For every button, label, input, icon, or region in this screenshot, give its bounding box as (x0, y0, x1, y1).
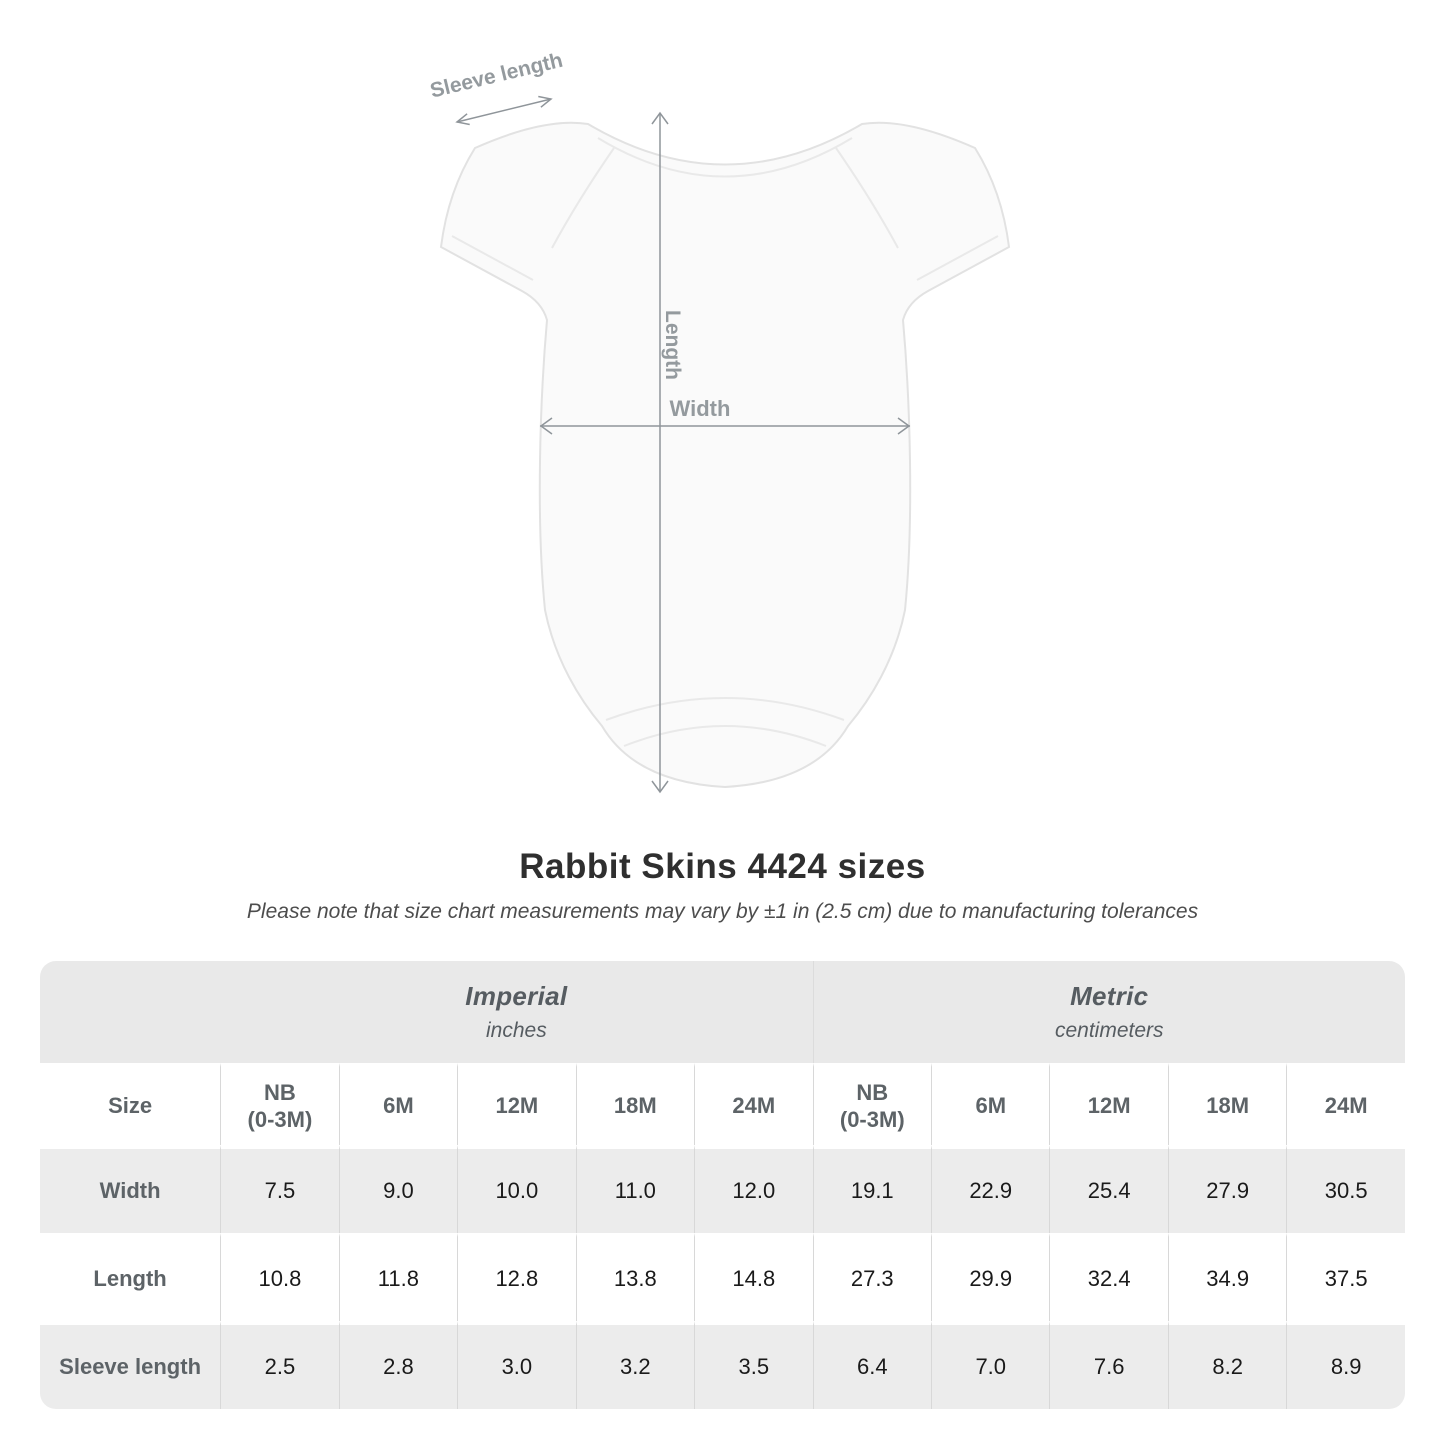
column-header: 24M (694, 1063, 813, 1145)
table-cell: 25.4 (1049, 1145, 1168, 1233)
column-header-line2: (0-3M) (839, 1107, 905, 1132)
column-header-line1: 24M (732, 1093, 776, 1119)
table-cell: 14.8 (694, 1233, 813, 1321)
table-cell: 29.9 (931, 1233, 1050, 1321)
table-cell: 10.0 (457, 1145, 576, 1233)
column-header-line1: NB (856, 1079, 889, 1105)
table-cell: 12.8 (457, 1233, 576, 1321)
table-cell: 8.2 (1167, 1321, 1287, 1409)
column-header: 18M (575, 1063, 695, 1145)
table-cell: 11.8 (338, 1233, 458, 1321)
table-cell: 10.8 (220, 1233, 339, 1321)
width-label: Width (670, 396, 731, 421)
table-row-width: Width 7.5 9.0 10.0 11.0 12.0 19.1 22.9 2… (40, 1145, 1405, 1233)
imperial-sublabel: inches (486, 1019, 547, 1042)
sleeve-length-arrow (455, 95, 553, 126)
table-cell: 7.0 (931, 1321, 1050, 1409)
column-header: 18M (1167, 1063, 1287, 1145)
column-header: 12M (1049, 1063, 1168, 1145)
column-header-line1: 6M (975, 1093, 1007, 1119)
column-header-line1: NB (264, 1079, 296, 1105)
column-header-row: Size NB (0-3M) 6M 12M 18M (40, 1063, 1405, 1145)
table-cell: 2.5 (220, 1321, 339, 1409)
table-cell: 34.9 (1167, 1233, 1287, 1321)
column-header-line1: 12M (1087, 1093, 1131, 1119)
table-cell: 32.4 (1049, 1233, 1168, 1321)
column-header-line2: (0-3M) (247, 1107, 313, 1132)
unit-header-spacer (40, 961, 221, 1063)
row-label-sleeve-length: Sleeve length (40, 1321, 221, 1409)
onesie-outline (439, 121, 1011, 789)
column-header-line1: 18M (1206, 1093, 1250, 1119)
table-cell: 19.1 (812, 1145, 931, 1233)
table-cell: 27.3 (812, 1233, 931, 1321)
size-column-header: Size (40, 1063, 221, 1145)
column-header: NB (0-3M) (220, 1063, 339, 1145)
column-header: 6M (338, 1063, 458, 1145)
column-header: 12M (457, 1063, 576, 1145)
table-cell: 7.6 (1049, 1321, 1168, 1409)
table-row-length: Length 10.8 11.8 12.8 13.8 14.8 27.3 29.… (40, 1233, 1405, 1321)
width-arrow (539, 417, 911, 435)
onesie-seams (451, 137, 999, 747)
length-arrow (651, 111, 669, 794)
metric-unit-header: Metric centimeters (812, 961, 1405, 1063)
size-chart-table: Imperial inches Metric centimeters Size … (40, 961, 1405, 1409)
column-header-line1: 6M (383, 1093, 414, 1119)
column-header-line1: 18M (613, 1093, 657, 1119)
onesie-diagram-svg: Sleeve length Length Width (428, 49, 1011, 794)
table-cell: 3.2 (575, 1321, 695, 1409)
table-cell: 12.0 (694, 1145, 813, 1233)
row-label-width: Width (40, 1145, 221, 1233)
column-header: 6M (931, 1063, 1050, 1145)
page-title: Rabbit Skins 4424 sizes (519, 847, 926, 886)
column-header: NB (0-3M) (812, 1063, 931, 1145)
length-label: Length (661, 310, 684, 380)
row-label-length: Length (40, 1233, 221, 1321)
table-cell: 3.0 (457, 1321, 576, 1409)
garment-diagram: Sleeve length Length Width (428, 49, 1011, 794)
table-cell: 9.0 (338, 1145, 458, 1233)
column-header-line1: 24M (1324, 1093, 1368, 1119)
table-cell: 27.9 (1167, 1145, 1287, 1233)
sleeve-length-label: Sleeve length (428, 49, 565, 103)
tolerance-note: Please note that size chart measurements… (246, 900, 1199, 923)
table-cell: 13.8 (575, 1233, 695, 1321)
table-cell: 30.5 (1286, 1145, 1405, 1233)
column-header-line1: 12M (495, 1093, 539, 1119)
table-cell: 8.9 (1286, 1321, 1405, 1409)
table-cell: 22.9 (931, 1145, 1050, 1233)
table-cell: 37.5 (1286, 1233, 1405, 1321)
imperial-label: Imperial (465, 981, 568, 1011)
table-cell: 6.4 (812, 1321, 931, 1409)
imperial-unit-header: Imperial inches (220, 961, 813, 1063)
metric-sublabel: centimeters (1054, 1019, 1164, 1042)
table-cell: 7.5 (220, 1145, 339, 1233)
table-cell: 3.5 (694, 1321, 813, 1409)
column-header: 24M (1286, 1063, 1405, 1145)
table-row-sleeve-length: Sleeve length 2.5 2.8 3.0 3.2 3.5 6.4 7.… (40, 1321, 1405, 1409)
unit-header-row: Imperial inches Metric centimeters (40, 961, 1405, 1063)
table-cell: 2.8 (338, 1321, 458, 1409)
table-cell: 11.0 (575, 1145, 695, 1233)
metric-label: Metric (1070, 981, 1149, 1011)
